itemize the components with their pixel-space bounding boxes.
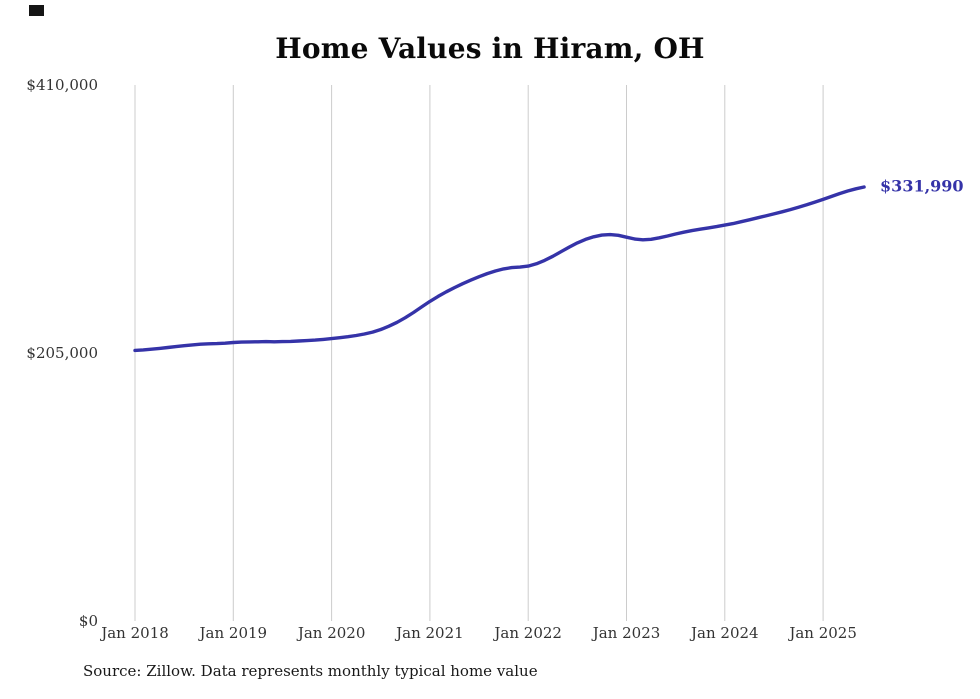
x-axis-tick-label: Jan 2018 bbox=[101, 624, 169, 642]
x-axis-tick-label: Jan 2019 bbox=[199, 624, 268, 642]
y-axis-tick-label: $0 bbox=[78, 612, 98, 630]
x-axis-tick-label: Jan 2021 bbox=[396, 624, 464, 642]
x-axis-tick-label: Jan 2020 bbox=[297, 624, 366, 642]
x-axis-tick-label: Jan 2025 bbox=[789, 624, 857, 642]
y-axis-tick-label: $205,000 bbox=[26, 344, 98, 362]
corner-mark bbox=[29, 5, 44, 16]
source-note: Source: Zillow. Data represents monthly … bbox=[83, 662, 538, 680]
x-axis-tick-label: Jan 2022 bbox=[494, 624, 562, 642]
x-axis-tick-label: Jan 2023 bbox=[592, 624, 661, 642]
chart-title: Home Values in Hiram, OH bbox=[275, 32, 705, 65]
line-end-value-label: $331,990 bbox=[880, 176, 964, 196]
x-axis-tick-label: Jan 2024 bbox=[691, 624, 759, 642]
y-axis-tick-label: $410,000 bbox=[26, 76, 98, 94]
home-value-line bbox=[133, 185, 866, 353]
